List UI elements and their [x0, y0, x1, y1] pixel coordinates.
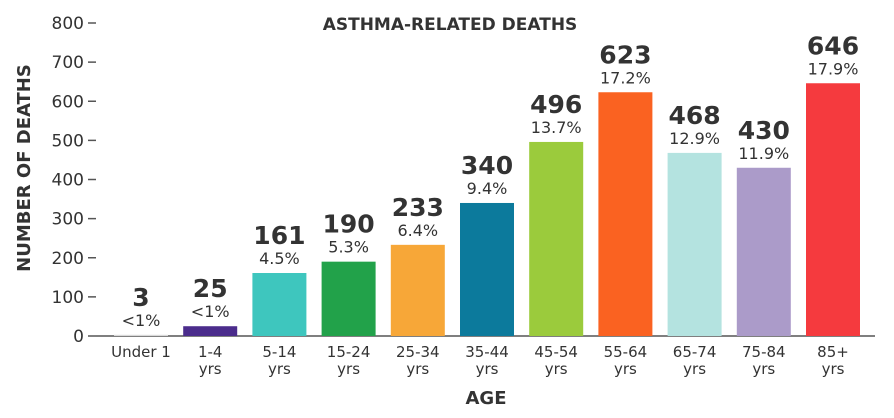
percent-label: 13.7%	[531, 118, 582, 137]
value-label: 25	[193, 274, 228, 303]
x-tick-label: 35-44	[465, 343, 509, 361]
bar	[183, 326, 238, 336]
bar	[598, 92, 653, 336]
bar	[806, 83, 860, 336]
percent-label: 9.4%	[467, 179, 508, 198]
percent-label: 6.4%	[397, 221, 438, 240]
x-tick-label: 45-54	[534, 343, 578, 361]
value-label: 430	[738, 116, 790, 145]
value-label: 233	[392, 193, 444, 222]
value-label: 496	[530, 90, 582, 119]
y-tick-label: 800	[52, 14, 84, 34]
value-label: 623	[599, 40, 651, 69]
y-tick-label: 200	[52, 249, 84, 269]
y-tick-label: 600	[52, 92, 84, 112]
bar	[529, 141, 584, 336]
value-label: 3	[132, 283, 149, 312]
bar	[667, 152, 722, 336]
value-label: 161	[253, 221, 305, 250]
bars: <1%3 <1%254.5%161 5.3%190 6.4%2339.4%34013.…	[114, 31, 860, 336]
x-tick-label: yrs	[614, 360, 637, 378]
x-tick-label: 65-74	[673, 343, 717, 361]
percent-label: 17.2%	[600, 68, 651, 87]
x-tick-label: yrs	[268, 360, 291, 378]
x-axis-ticks: Under 1 1-4yrs5-14yrs15-24yrs25-34yrs35-4…	[111, 343, 849, 378]
y-tick-label: 300	[52, 210, 84, 230]
bar	[736, 167, 791, 336]
percent-label: 11.9%	[738, 144, 789, 163]
y-axis: 0 100 200 300 400 500 600 700 800	[52, 14, 96, 347]
percent-label: <1%	[122, 311, 161, 330]
bar	[252, 273, 307, 336]
bar	[321, 261, 376, 336]
x-tick-label: yrs	[199, 360, 222, 378]
x-axis-label: AGE	[465, 388, 506, 409]
y-tick-label: 400	[52, 171, 84, 191]
y-tick-label: 0	[73, 327, 84, 347]
value-label: 340	[461, 151, 513, 180]
x-tick-label: yrs	[337, 360, 360, 378]
x-tick-label: yrs	[822, 360, 845, 378]
percent-label: <1%	[191, 302, 230, 321]
x-tick-label: yrs	[683, 360, 706, 378]
value-label: 468	[669, 101, 721, 130]
y-tick-label: 100	[52, 288, 84, 308]
value-label: 646	[807, 31, 859, 60]
x-tick-label: 5-14	[262, 343, 296, 361]
x-tick-label: 85+	[817, 343, 849, 361]
x-tick-label: yrs	[476, 360, 499, 378]
bar	[114, 334, 168, 336]
y-tick-label: 700	[52, 53, 84, 73]
x-tick-label: 55-64	[604, 343, 648, 361]
percent-label: 12.9%	[669, 129, 720, 148]
percent-label: 4.5%	[259, 249, 300, 268]
chart-title: ASTHMA-RELATED DEATHS	[323, 15, 578, 35]
bar	[460, 202, 514, 336]
y-tick-label: 500	[52, 131, 84, 151]
bar	[390, 244, 445, 336]
x-tick-label: yrs	[752, 360, 775, 378]
x-tick-label: Under 1	[111, 343, 171, 361]
percent-label: 5.3%	[328, 238, 369, 257]
x-tick-label: 75-84	[742, 343, 786, 361]
x-tick-label: 15-24	[327, 343, 371, 361]
percent-label: 17.9%	[808, 59, 859, 78]
y-axis-label: NUMBER OF DEATHS	[14, 64, 35, 272]
value-label: 190	[323, 210, 375, 239]
x-tick-label: yrs	[545, 360, 568, 378]
x-tick-label: 25-34	[396, 343, 440, 361]
x-tick-label: 1-4	[198, 343, 223, 361]
x-tick-label: yrs	[406, 360, 429, 378]
